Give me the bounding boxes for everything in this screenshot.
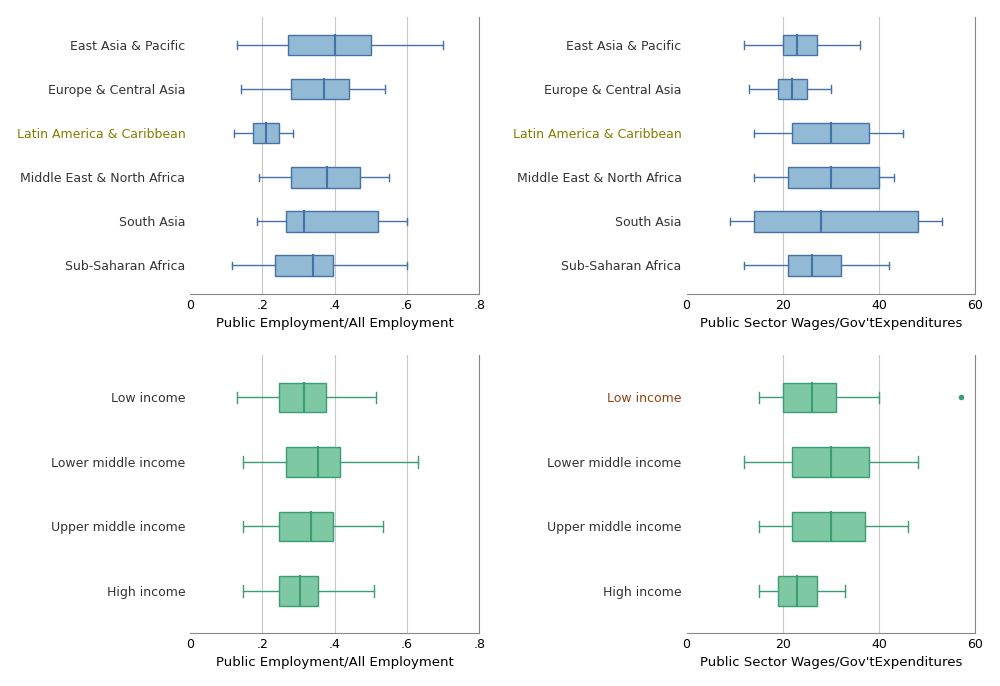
Bar (778, 576, 817, 606)
X-axis label: Public Sector Wages/Gov'tExpenditures: Public Sector Wages/Gov'tExpenditures (700, 318, 962, 331)
Bar (291, 79, 349, 99)
Bar (792, 123, 869, 143)
Bar (275, 255, 333, 276)
X-axis label: Public Employment/All Employment: Public Employment/All Employment (216, 657, 454, 670)
Bar (778, 79, 807, 99)
Bar (783, 383, 836, 412)
Bar (783, 35, 817, 56)
X-axis label: Public Employment/All Employment: Public Employment/All Employment (216, 318, 454, 331)
Bar (279, 383, 326, 412)
Bar (291, 167, 360, 187)
X-axis label: Public Sector Wages/Gov'tExpenditures: Public Sector Wages/Gov'tExpenditures (700, 657, 962, 670)
Bar (788, 255, 841, 276)
Bar (286, 211, 378, 232)
Bar (279, 576, 318, 606)
Bar (288, 35, 371, 56)
Bar (792, 447, 869, 477)
Bar (286, 447, 340, 477)
Bar (754, 211, 918, 232)
Bar (788, 167, 879, 187)
Bar (253, 123, 279, 143)
Bar (792, 512, 865, 541)
Bar (279, 512, 333, 541)
